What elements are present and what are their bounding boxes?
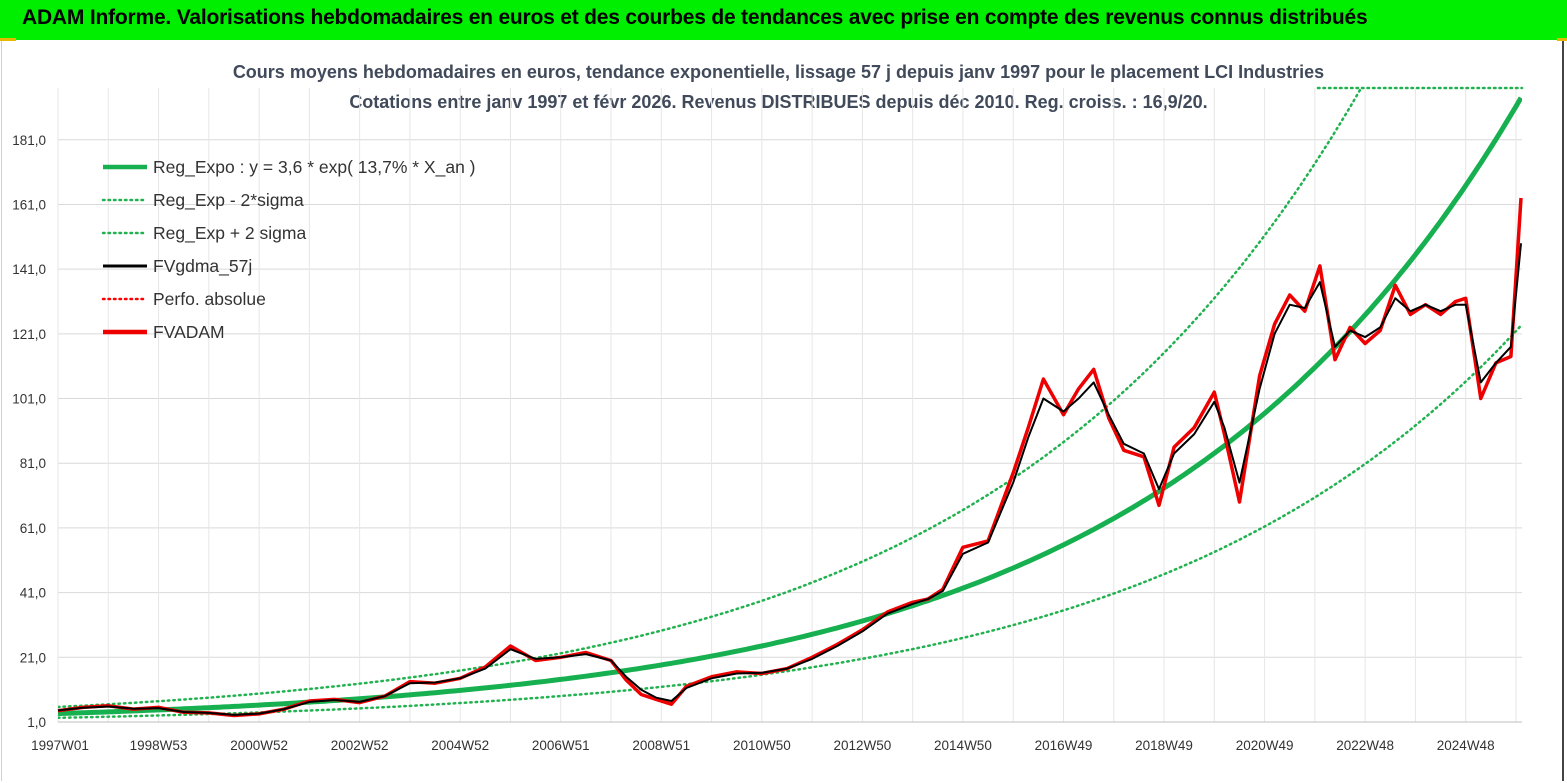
legend-label: Reg_Exp + 2 sigma bbox=[153, 223, 306, 244]
x-tick-label: 2016W49 bbox=[1035, 738, 1093, 753]
x-tick-label: 2010W50 bbox=[733, 738, 791, 753]
report-title: ADAM Informe. Valorisations hebdomadaire… bbox=[22, 6, 1368, 29]
chart-title: Cours moyens hebdomadaires en euros, ten… bbox=[232, 62, 1325, 82]
chart-series bbox=[57, 86, 1524, 720]
report-banner: ADAM Informe. Valorisations hebdomadaire… bbox=[0, 0, 1567, 40]
y-tick-label: 21,0 bbox=[20, 650, 46, 665]
legend-label: FVgdma_57j bbox=[153, 256, 252, 277]
legend-label: Reg_Expo : y = 3,6 * exp( 13,7% * X_an ) bbox=[153, 157, 476, 178]
x-tick-label: 2022W48 bbox=[1336, 738, 1394, 753]
reg-exp-plus-2sigma-line bbox=[58, 88, 1363, 709]
x-tick-label: 2000W52 bbox=[230, 738, 288, 753]
y-tick-label: 41,0 bbox=[20, 586, 46, 601]
reg-exp-minus-2sigma-line bbox=[58, 324, 1522, 720]
x-tick-label: 1997W01 bbox=[31, 738, 89, 753]
y-tick-label: 181,0 bbox=[12, 133, 46, 148]
y-axis-ticks: 1,0 21,0 41,0 61,0 81,0 101,0 121,0 141,0 161,0 1… bbox=[12, 133, 46, 730]
y-tick-label: 1,0 bbox=[27, 715, 46, 730]
x-tick-label: 2020W49 bbox=[1236, 738, 1294, 753]
y-tick-label: 81,0 bbox=[20, 456, 46, 471]
x-tick-label: 2006W51 bbox=[532, 738, 590, 753]
y-tick-label: 161,0 bbox=[12, 197, 46, 212]
x-tick-label: 2014W50 bbox=[934, 738, 992, 753]
x-tick-label: 2008W51 bbox=[632, 738, 690, 753]
x-tick-label: 2004W52 bbox=[431, 738, 489, 753]
x-axis-ticks: 1997W01 1998W53 2000W52 2002W52 2004W52 2006W… bbox=[31, 738, 1494, 753]
chart-frame bbox=[1, 41, 1564, 781]
chart-legend: Reg_Expo : y = 3,6 * exp( 13,7% * X_an )… bbox=[101, 157, 476, 342]
fvgdma-line bbox=[57, 243, 1522, 716]
banner-accent-right bbox=[1557, 38, 1567, 41]
y-tick-label: 101,0 bbox=[12, 392, 46, 407]
legend-label: FVADAM bbox=[153, 322, 225, 342]
x-tick-label: 1998W53 bbox=[130, 738, 188, 753]
y-tick-label: 121,0 bbox=[12, 327, 46, 342]
legend-label: Reg_Exp - 2*sigma bbox=[153, 190, 304, 211]
x-tick-label: 2024W48 bbox=[1437, 738, 1495, 753]
chart-grid bbox=[57, 88, 1522, 723]
chart-subtitle: Cotations entre janv 1997 et févr 2026. … bbox=[349, 92, 1208, 112]
legend-label: Perfo. absolue bbox=[153, 289, 266, 309]
x-tick-label: 2002W52 bbox=[331, 738, 389, 753]
y-tick-label: 61,0 bbox=[20, 521, 46, 536]
x-tick-label: 2012W50 bbox=[833, 738, 891, 753]
x-tick-label: 2018W49 bbox=[1135, 738, 1193, 753]
y-tick-label: 141,0 bbox=[12, 262, 46, 277]
banner-accent-left bbox=[0, 38, 16, 41]
